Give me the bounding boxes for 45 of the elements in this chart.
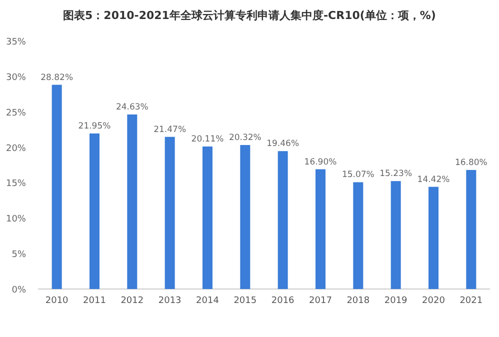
- x-tick-label: 2013: [158, 296, 182, 306]
- chart-title: 图表5：2010-2021年全球云计算专利申请人集中度-CR10(单位：项，%): [63, 9, 436, 22]
- y-tick-label: 15%: [6, 179, 26, 190]
- data-label: 16.80%: [454, 158, 488, 168]
- x-tick-label: 2020: [422, 296, 446, 306]
- x-tick-label: 2021: [460, 296, 483, 306]
- x-tick-label: 2018: [346, 296, 370, 306]
- x-tick-label: 2016: [271, 296, 295, 306]
- x-tick-label: 2010: [45, 296, 69, 306]
- bar: [127, 114, 138, 289]
- x-tick-label: 2017: [309, 296, 332, 306]
- x-tick-label: 2011: [83, 296, 106, 306]
- y-tick-label: 5%: [12, 250, 26, 260]
- bar: [164, 136, 175, 289]
- bar: [353, 182, 364, 289]
- bar: [316, 169, 326, 289]
- bar: [202, 146, 212, 289]
- x-tick-label: 2015: [234, 296, 257, 306]
- y-tick-label: 35%: [6, 38, 26, 48]
- x-tick-label: 2019: [384, 296, 408, 306]
- y-tick-label: 0%: [12, 286, 26, 296]
- y-tick-label: 30%: [6, 72, 26, 83]
- y-tick-label: 10%: [6, 214, 26, 225]
- data-label: 14.42%: [417, 174, 450, 185]
- data-label: 21.95%: [78, 121, 111, 132]
- bar: [278, 151, 288, 289]
- bar: [466, 170, 476, 289]
- bar: [428, 186, 438, 289]
- bar: [240, 145, 250, 289]
- x-tick-label: 2012: [120, 296, 144, 306]
- bar: [390, 181, 401, 289]
- bar: [52, 84, 62, 289]
- x-tick-label: 2014: [196, 296, 220, 306]
- data-label: 19.46%: [266, 139, 300, 150]
- data-label: 21.47%: [154, 124, 186, 135]
- bar: [90, 133, 100, 289]
- data-label: 24.63%: [116, 102, 148, 112]
- data-label: 20.32%: [228, 133, 262, 144]
- data-label: 16.90%: [304, 157, 337, 168]
- data-label: 15.23%: [380, 169, 412, 180]
- data-label: 20.11%: [191, 134, 224, 145]
- data-label: 28.82%: [40, 72, 74, 83]
- y-tick-label: 20%: [6, 144, 26, 154]
- data-label: 15.07%: [342, 170, 374, 180]
- y-tick-label: 25%: [6, 108, 26, 118]
